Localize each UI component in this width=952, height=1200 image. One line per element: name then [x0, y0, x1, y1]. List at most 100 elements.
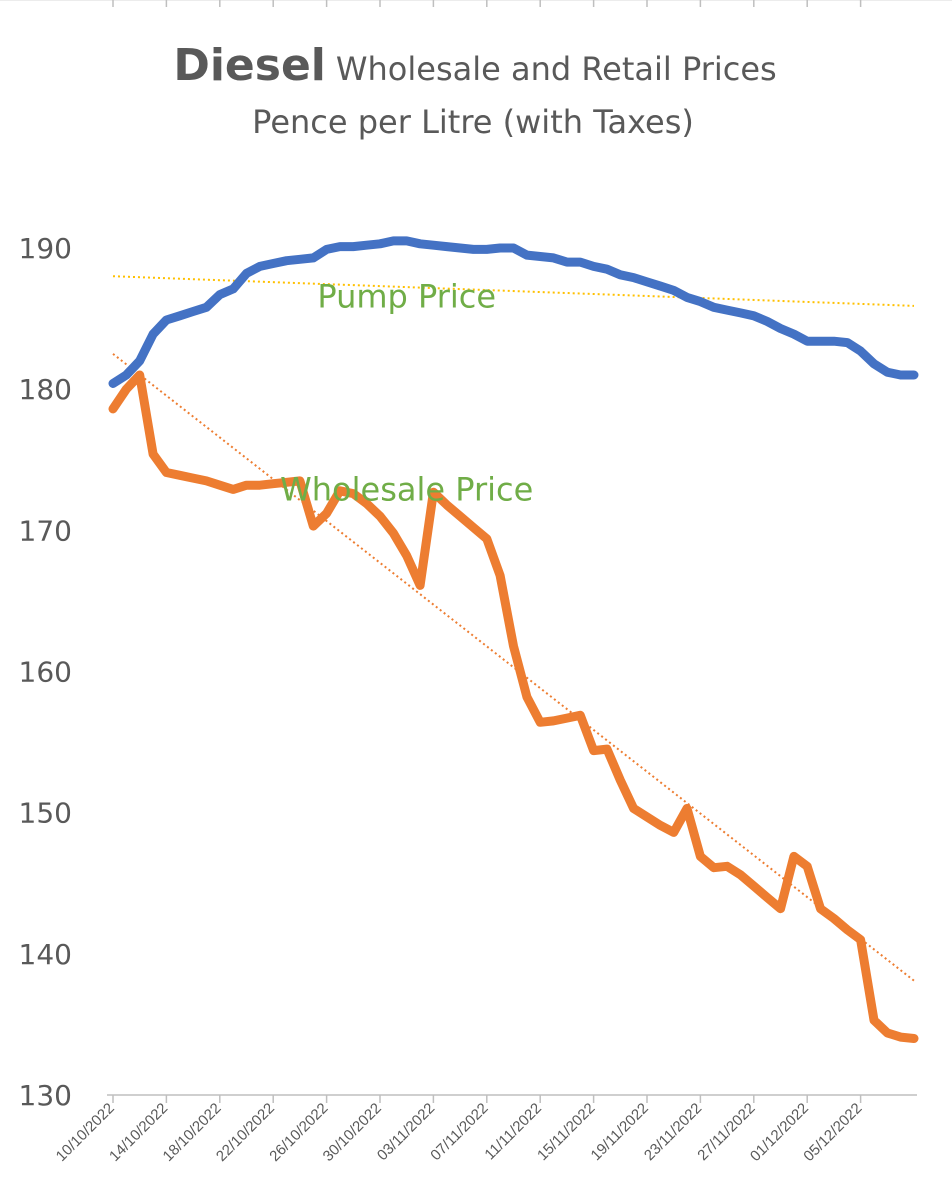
pump-price-point: [620, 274, 621, 275]
pump-price-line: [108, 236, 919, 388]
wholesale-price-point: [606, 749, 607, 750]
pump-price-point: [753, 315, 754, 316]
wholesale-price-point: [900, 1037, 901, 1038]
y-tick-label: 140: [19, 938, 72, 971]
wholesale-price-point: [153, 454, 154, 455]
wholesale-price-point: [420, 585, 421, 586]
wholesale-price-point: [687, 808, 688, 809]
wholesale-price-point: [700, 856, 701, 857]
wholesale-price-point: [847, 929, 848, 930]
pump-price-point: [193, 311, 194, 312]
wholesale-price-point: [233, 489, 234, 490]
wholesale-price-point: [873, 1020, 874, 1021]
wholesale-price-point: [820, 908, 821, 909]
pump-price-point: [700, 301, 701, 302]
pump-price-point: [393, 240, 394, 241]
wholesale-price-point: [887, 1032, 888, 1033]
chart-title: Diesel Wholesale and Retail Prices: [173, 40, 776, 91]
pump-price-point: [606, 269, 607, 270]
pump-price-point: [433, 245, 434, 246]
wholesale-price-point: [593, 750, 594, 751]
wholesale-price-point: [486, 538, 487, 539]
pump-price-point: [179, 315, 180, 316]
wholesale-price-point: [139, 375, 140, 376]
wholesale-price-point: [860, 939, 861, 940]
pump-price-point: [246, 273, 247, 274]
pump-price-point: [887, 372, 888, 373]
pump-price-point: [727, 310, 728, 311]
wholesale-price-point: [740, 874, 741, 875]
pump-price-point: [580, 262, 581, 263]
wholesale-price-point: [166, 472, 167, 473]
pump-price-point: [366, 245, 367, 246]
pump-price-point: [500, 248, 501, 249]
y-tick-label: 180: [19, 373, 72, 406]
wholesale-price-point: [126, 389, 127, 390]
pump-price-point: [526, 255, 527, 256]
wholesale-price-point: [553, 720, 554, 721]
pump-price-point: [780, 328, 781, 329]
pump-price-point: [273, 263, 274, 264]
wholesale-price-point: [193, 478, 194, 479]
pump-price-point: [353, 246, 354, 247]
pump-price-point: [286, 260, 287, 261]
wholesale-price-point: [633, 808, 634, 809]
pump-price-point: [299, 259, 300, 260]
wholesale-price-point: [513, 646, 514, 647]
wholesale-price-point: [647, 816, 648, 817]
pump-price-point: [233, 288, 234, 289]
wholesale-price-point: [246, 485, 247, 486]
pump-price-point: [513, 248, 514, 249]
pump-price-point: [687, 297, 688, 298]
pump-price-point: [540, 256, 541, 257]
pump-price-point: [914, 375, 915, 376]
y-tick-label: 150: [19, 797, 72, 830]
wholesale-price-point: [727, 866, 728, 867]
pump-price-point: [139, 360, 140, 361]
wholesale-price-point: [460, 516, 461, 517]
wholesale-price-point: [753, 886, 754, 887]
wholesale-price-point: [500, 575, 501, 576]
wholesale-price-point: [313, 526, 314, 527]
pump-price-point: [206, 307, 207, 308]
chart-title-bold: Diesel: [173, 40, 326, 91]
wholesale-price-point: [566, 718, 567, 719]
pump-price-point: [473, 249, 474, 250]
wholesale-price-point: [660, 825, 661, 826]
wholesale-price-point: [580, 715, 581, 716]
pump-price-point: [566, 262, 567, 263]
wholesale-price-point: [273, 483, 274, 484]
pump-price-point: [713, 307, 714, 308]
pump-price-point: [153, 334, 154, 335]
pump-price-point: [740, 312, 741, 313]
y-tick-label: 160: [19, 656, 72, 689]
pump-price-point: [486, 249, 487, 250]
pump-price-point: [326, 249, 327, 250]
wholesale-price-point: [526, 696, 527, 697]
wholesale-price-point: [713, 867, 714, 868]
pump-price-point: [553, 257, 554, 258]
series-lines: [108, 236, 919, 1043]
wholesale-price-annotation: Wholesale Price: [280, 471, 533, 509]
chart-title-rest: Wholesale and Retail Prices: [336, 50, 777, 88]
wholesale-price-point: [673, 832, 674, 833]
pump-price-point: [593, 266, 594, 267]
wholesale-price-point: [620, 780, 621, 781]
pump-price-point: [860, 351, 861, 352]
pump-price-point: [420, 243, 421, 244]
wholesale-price-point: [393, 533, 394, 534]
top-tick-marks: [112, 0, 862, 7]
pump-price-point: [446, 246, 447, 247]
wholesale-price-point: [219, 485, 220, 486]
pump-price-point: [847, 342, 848, 343]
wholesale-price-point: [793, 856, 794, 857]
pump-price-point: [460, 248, 461, 249]
wholesale-price-point: [179, 475, 180, 476]
trendlines: [112, 275, 915, 982]
wholesale-price-line: [108, 370, 919, 1043]
pump-price-point: [807, 341, 808, 342]
pump-price-point: [313, 257, 314, 258]
